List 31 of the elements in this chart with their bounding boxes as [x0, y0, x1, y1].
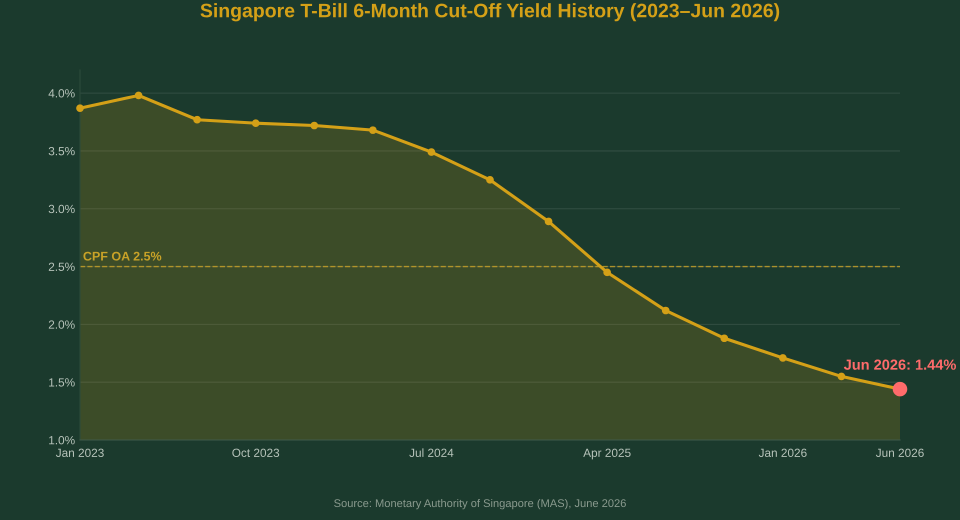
- y-tick-label: 1.0%: [49, 436, 75, 444]
- point: [720, 334, 728, 342]
- annotation: Jun 2026: 1.44%: [844, 359, 956, 370]
- point: [544, 218, 552, 226]
- x-tick-label: Apr 2025: [583, 448, 631, 460]
- source-note: Source: Monetary Authority of Singapore (MAS), June 2026: [334, 498, 626, 510]
- x-tick-label: Jan 2023: [56, 448, 104, 458]
- point: [76, 104, 84, 112]
- y-tick-label: 4.0%: [48, 89, 75, 98]
- point: [310, 122, 318, 130]
- ref-line-label: CPF OA 2.5%: [83, 252, 162, 261]
- point: [603, 268, 611, 276]
- chart-title: Singapore T-Bill 6-Month Cut-Off Yield History (2023–Jun 2026): [200, 3, 780, 22]
- point: [134, 92, 142, 100]
- y-tick-label: 3.0%: [48, 204, 75, 214]
- y-tick-label: 2.0%: [48, 320, 75, 329]
- point: [779, 354, 787, 362]
- x-tick-label: Jun 2026: [876, 448, 924, 458]
- x-tick-label: Oct 2023: [232, 448, 280, 458]
- point: [662, 306, 670, 314]
- y-tick-label: 1.5%: [49, 378, 75, 387]
- point: [252, 119, 260, 127]
- y-tick-label: 3.5%: [48, 146, 75, 156]
- point: [486, 176, 494, 184]
- point: [428, 148, 436, 156]
- x-tick-label: Jan 2026: [758, 448, 807, 458]
- x-tick-label: Jul 2024: [409, 448, 454, 458]
- point: [369, 126, 377, 134]
- y-tick-label: 2.5%: [48, 262, 75, 271]
- point: [193, 116, 201, 124]
- point: [838, 372, 846, 380]
